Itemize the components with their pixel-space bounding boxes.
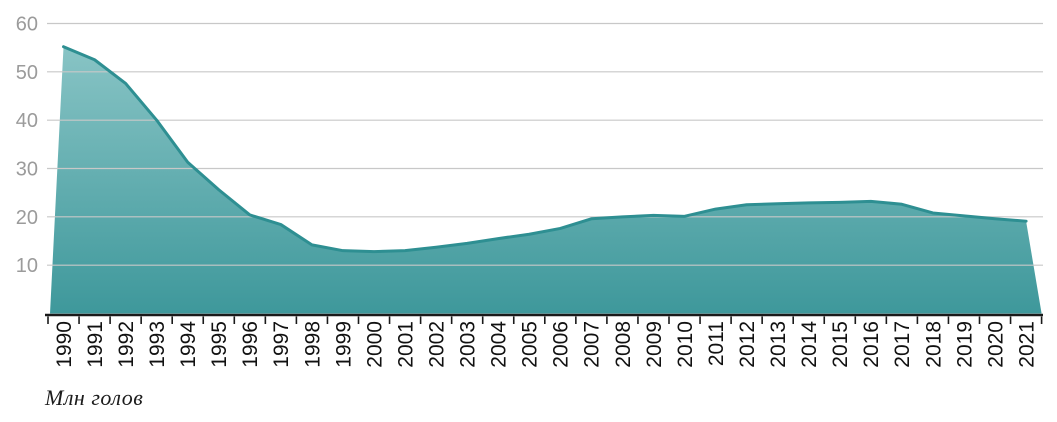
- x-axis-label: 2006: [550, 321, 573, 368]
- y-axis-label: 20: [16, 207, 38, 229]
- x-axis-label: 1991: [84, 321, 107, 368]
- y-axis-labels: 10 20 30 40 50 60: [16, 14, 38, 278]
- x-axis-label: 2003: [457, 321, 480, 368]
- x-axis-label: 2002: [425, 321, 448, 368]
- x-axis-label: 2000: [363, 321, 386, 368]
- x-axis-label: 1993: [146, 321, 169, 368]
- x-axis-label: 2001: [394, 321, 417, 368]
- x-axis-label: 1998: [301, 321, 324, 368]
- x-axis-label: 2010: [674, 321, 697, 368]
- area-fill: [50, 46, 1042, 314]
- x-axis-label: 2020: [984, 321, 1007, 368]
- x-axis-label: 2018: [922, 321, 945, 368]
- x-axis-label: 1995: [208, 321, 231, 368]
- x-axis-ticks: [47, 316, 1043, 324]
- x-axis-label: 1994: [177, 321, 200, 368]
- x-axis-label: 2021: [1015, 321, 1038, 368]
- x-axis-label: 1990: [53, 321, 76, 368]
- y-axis-label: 40: [16, 110, 38, 132]
- trend-line: [62, 45, 1028, 254]
- x-axis-label: 2017: [891, 321, 914, 368]
- x-axis-label: 2019: [953, 321, 976, 368]
- x-axis-labels: 1990 1991 1992 1993 1994 1995 1996 1997 1998 1999…: [53, 321, 1039, 368]
- y-axis-label: 30: [16, 159, 38, 181]
- x-axis-label: 2011: [705, 321, 728, 366]
- x-axis-label: 2009: [643, 321, 666, 368]
- x-axis-label: 1999: [332, 321, 355, 368]
- x-axis-label: 2014: [798, 321, 821, 368]
- x-axis-label: 2005: [519, 321, 542, 368]
- x-axis-label: 2004: [488, 321, 511, 368]
- x-axis-label: 2015: [829, 321, 852, 368]
- x-axis-label: 2007: [581, 321, 604, 368]
- x-axis-label: 1997: [270, 321, 293, 368]
- y-axis-label: 10: [16, 255, 38, 277]
- y-axis-label: 60: [16, 14, 38, 36]
- y-axis-label: 50: [16, 62, 38, 84]
- x-axis-label: 1996: [239, 321, 262, 368]
- x-axis-label: 2012: [736, 321, 759, 368]
- x-axis-label: 1992: [115, 321, 138, 368]
- x-axis-label: 2016: [860, 321, 883, 368]
- x-axis-label: 2008: [612, 321, 635, 368]
- gridlines: [47, 22, 1043, 266]
- x-axis-label: 2013: [767, 321, 790, 368]
- y-axis-caption: Млн голов: [45, 385, 144, 410]
